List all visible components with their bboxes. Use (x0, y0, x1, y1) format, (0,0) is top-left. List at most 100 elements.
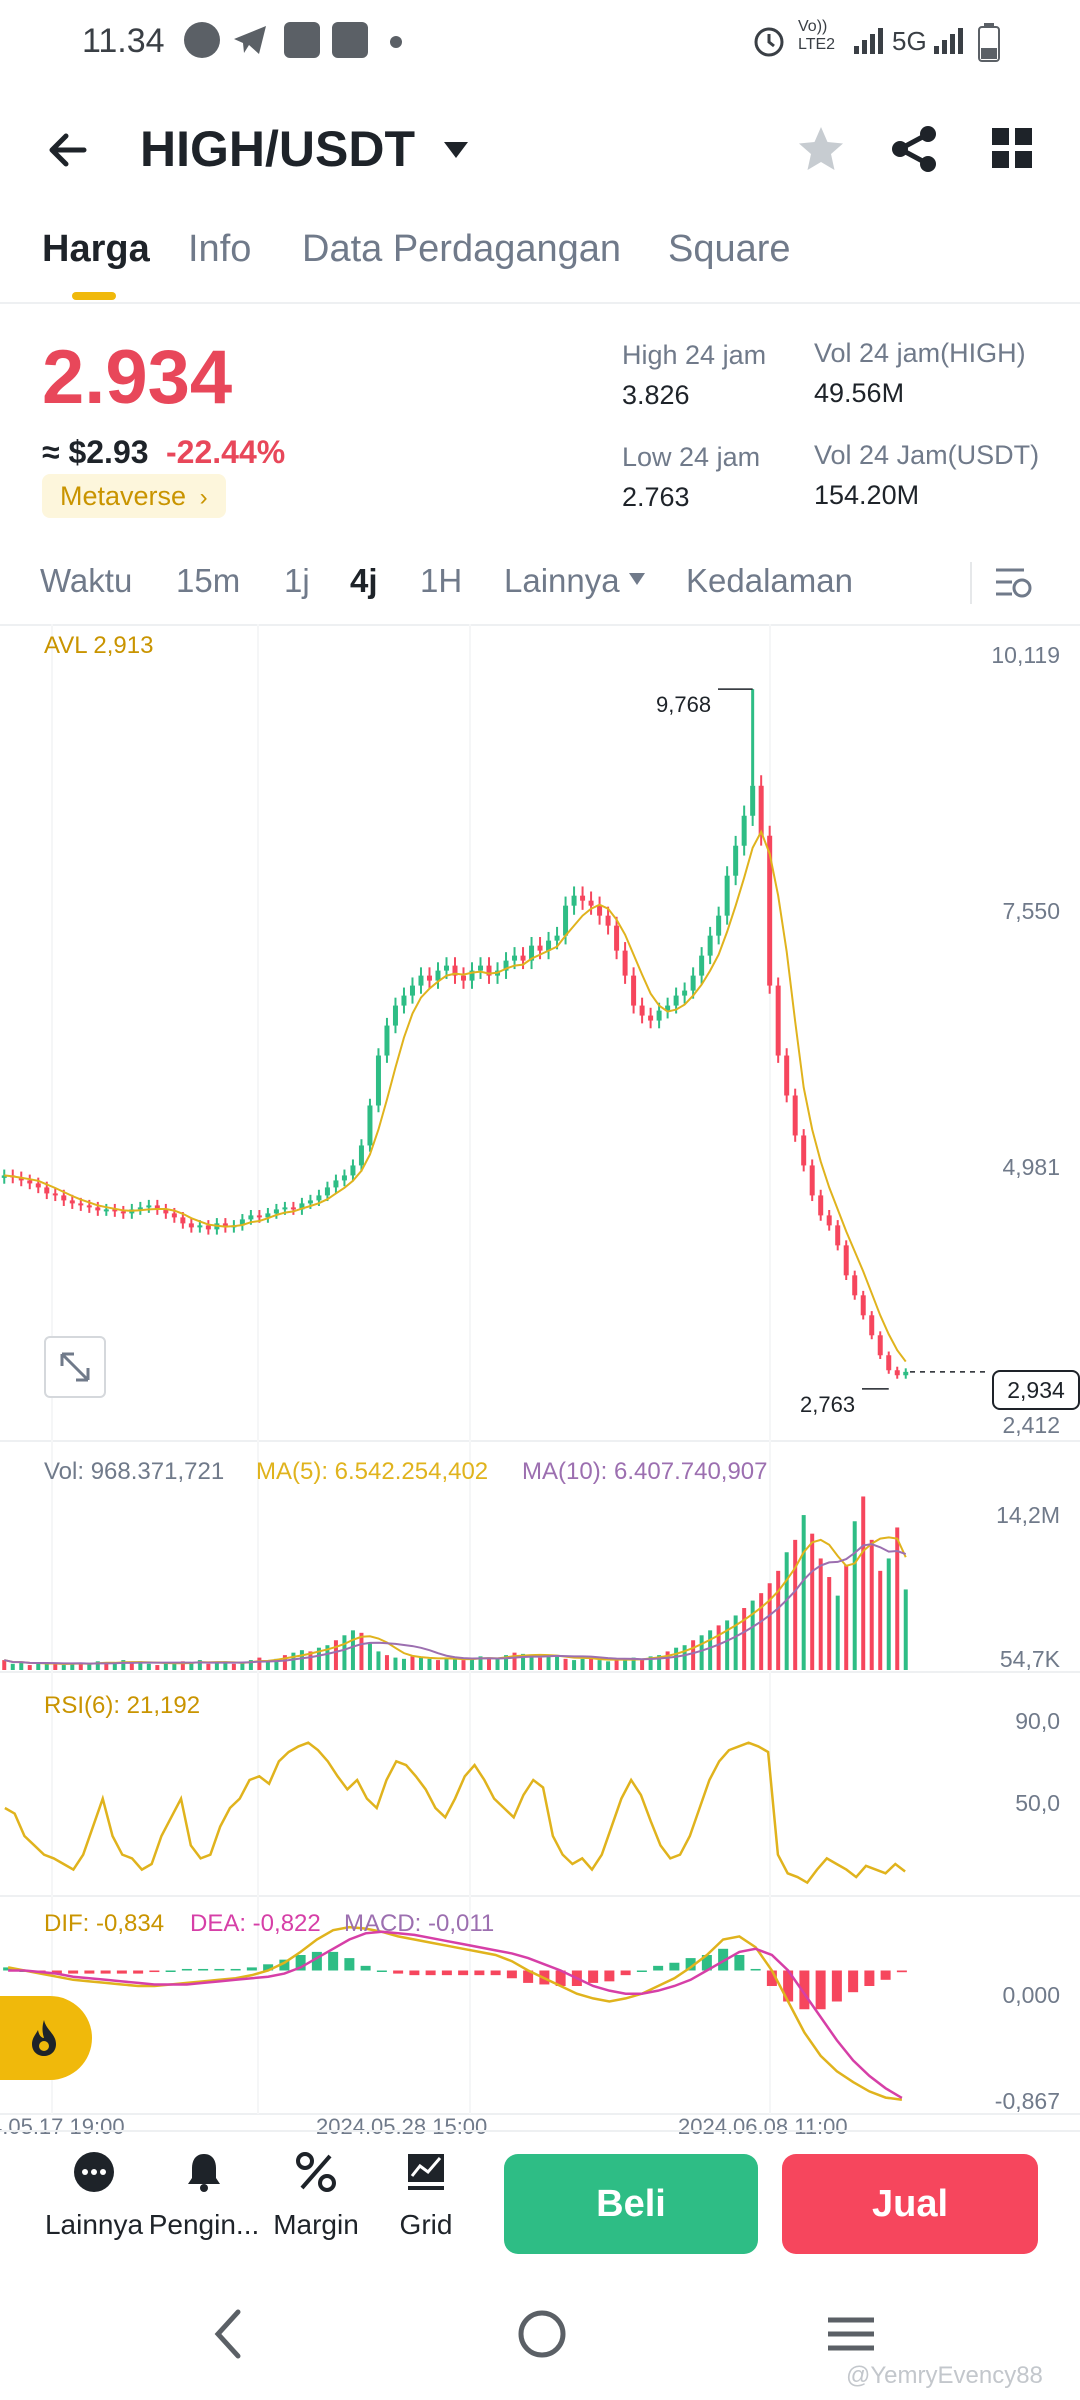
volume-ma10-line (4, 1543, 907, 1665)
interval-1j[interactable]: 1j (284, 562, 310, 599)
bottom-item-pengingat[interactable]: Pengin... (134, 2150, 274, 2241)
volume-bar (384, 1655, 389, 1670)
tab-data-perdagangan[interactable]: Data Perdagangan (302, 228, 622, 270)
volume-bar (376, 1651, 381, 1670)
candle-body (282, 1207, 288, 1210)
candle-body (537, 945, 543, 951)
share-icon[interactable] (890, 124, 938, 174)
macd-histogram-bar (100, 1970, 111, 1974)
vol-high-label: Vol 24 jam(HIGH) (814, 338, 1026, 368)
tab-harga[interactable]: Harga (42, 228, 150, 270)
volume-bar (784, 1552, 789, 1670)
candle-body (775, 985, 781, 1056)
interval-waktu[interactable]: Waktu (40, 562, 133, 599)
volume-bar (801, 1515, 806, 1670)
volume-bar (614, 1660, 619, 1670)
caret-down-icon[interactable] (442, 140, 470, 160)
candle-body (205, 1225, 211, 1230)
volume-bar (274, 1658, 279, 1670)
candle-body (597, 905, 603, 916)
watermark: @YemryEvency88 (846, 2362, 1043, 2389)
bottom-item-lainnya[interactable]: Lainnya (24, 2150, 164, 2241)
candle-body (673, 995, 679, 1006)
candle-body (512, 955, 518, 961)
candle-body (69, 1200, 75, 1204)
macd-histogram-bar (344, 1958, 355, 1971)
status-time: 11.34 (82, 22, 165, 60)
chart-settings-icon[interactable] (994, 564, 1034, 600)
macd-histogram-bar (653, 1965, 664, 1971)
hot-floating-button[interactable] (0, 1996, 92, 2080)
candle-body (290, 1207, 296, 1210)
vol-usdt-value: 154.20M (814, 480, 920, 510)
candle-body (648, 1015, 654, 1021)
price-axis-tick: 7,550 (1002, 898, 1060, 924)
candle-body (580, 895, 586, 901)
category-tag[interactable]: Metaverse › (42, 474, 226, 518)
volume-bar (521, 1653, 526, 1670)
volume-bar (750, 1600, 755, 1670)
volume-bar (231, 1663, 236, 1670)
candle-body (818, 1195, 824, 1216)
back-arrow-icon[interactable] (44, 126, 92, 174)
volume-bar (759, 1593, 764, 1670)
candle-body (614, 925, 620, 951)
tab-info[interactable]: Info (188, 228, 252, 270)
nav-home-icon[interactable] (514, 2306, 570, 2362)
interval-15m[interactable]: 15m (176, 562, 241, 599)
candle-body (35, 1183, 41, 1188)
interval-1h[interactable]: 1H (420, 562, 463, 599)
x-axis-tick: 2024.05.28 15:00 (316, 2114, 488, 2134)
candle-body (571, 895, 577, 906)
volume-bar (44, 1662, 49, 1670)
volume-bar (248, 1660, 253, 1670)
candle-body (546, 940, 552, 951)
bottom-item-margin[interactable]: Margin (246, 2150, 386, 2241)
sell-button[interactable]: Jual (782, 2154, 1038, 2254)
rsi-line (4, 1741, 906, 1885)
volume-bar (19, 1662, 24, 1670)
nav-back-icon[interactable] (208, 2306, 248, 2362)
macd-histogram-bar (669, 1962, 680, 1971)
star-icon[interactable] (796, 124, 846, 174)
volume-bar (742, 1608, 747, 1670)
ma-line (4, 829, 907, 1363)
volume-series (2, 1496, 908, 1670)
pair-title[interactable]: HIGH/USDT (140, 121, 415, 177)
bottom-item-grid[interactable]: Grid (356, 2150, 496, 2241)
candle-body (716, 915, 722, 936)
chevron-right-icon: › (199, 484, 208, 511)
volume-bar (435, 1660, 440, 1670)
tab-square[interactable]: Square (668, 228, 791, 270)
expand-button[interactable] (44, 1336, 106, 1398)
macd-histogram-bar (588, 1970, 599, 1983)
chart-area[interactable] (0, 624, 1080, 2124)
candle-body (784, 1055, 790, 1096)
interval-kedalaman[interactable]: Kedalaman (686, 562, 853, 599)
candle-body (409, 985, 415, 996)
macd-histogram-bar (133, 1970, 144, 1974)
nav-recents-icon[interactable] (826, 2306, 876, 2362)
interval-4j[interactable]: 4j (350, 562, 378, 599)
telegram-icon (234, 26, 266, 54)
macd-histogram-bar (880, 1970, 891, 1980)
macd-histogram-bar (51, 1970, 62, 1974)
volume-bar (129, 1662, 134, 1670)
rsi-series (4, 1741, 906, 1885)
volume-bar (776, 1570, 781, 1670)
macd-histogram-bar (718, 1948, 729, 1971)
candle-body (605, 915, 611, 926)
interval-lainnya[interactable]: Lainnya (504, 562, 620, 599)
volume-bar (2, 1660, 7, 1670)
macd-histogram-bar (831, 1970, 842, 2002)
buy-button[interactable]: Beli (504, 2154, 758, 2254)
grid-lines (0, 624, 1080, 2115)
volume-bar (733, 1615, 738, 1670)
x-axis: 4.05.17 19:00 2024.05.28 15:00 2024.06.0… (0, 2114, 1080, 2134)
grid-icon[interactable] (990, 126, 1034, 170)
candle-body (852, 1275, 858, 1296)
candle-body (631, 975, 637, 1006)
bottom-item-label: Grid (399, 2209, 453, 2240)
last-price-label: 2,934 (992, 1370, 1080, 1410)
candle-body (341, 1175, 347, 1181)
